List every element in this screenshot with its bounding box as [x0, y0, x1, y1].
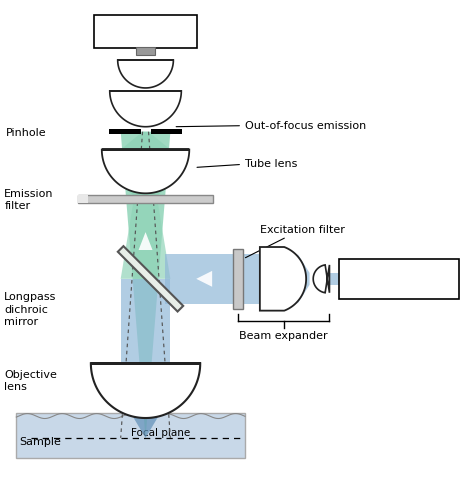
Text: Detector: Detector — [121, 28, 170, 38]
Text: Excitation filter: Excitation filter — [246, 224, 345, 258]
FancyBboxPatch shape — [109, 130, 141, 135]
Polygon shape — [121, 132, 170, 438]
Polygon shape — [298, 255, 310, 304]
Polygon shape — [121, 132, 170, 150]
FancyBboxPatch shape — [94, 17, 197, 49]
Text: Laser source: Laser source — [364, 274, 435, 284]
Text: Longpass
dichroic
mirror: Longpass dichroic mirror — [4, 292, 57, 327]
Polygon shape — [329, 274, 339, 285]
Polygon shape — [196, 272, 212, 287]
Text: Tube lens: Tube lens — [197, 158, 297, 168]
Polygon shape — [121, 279, 170, 396]
Text: Beam expander: Beam expander — [239, 330, 328, 340]
FancyBboxPatch shape — [78, 196, 213, 204]
Polygon shape — [133, 196, 158, 204]
Text: Sample: Sample — [19, 436, 61, 446]
Polygon shape — [244, 255, 262, 304]
FancyBboxPatch shape — [233, 249, 243, 309]
Polygon shape — [118, 246, 183, 312]
FancyBboxPatch shape — [16, 413, 245, 458]
Polygon shape — [121, 185, 170, 196]
Text: Pinhole: Pinhole — [6, 127, 47, 137]
FancyBboxPatch shape — [78, 196, 88, 204]
Polygon shape — [313, 266, 329, 293]
Text: Focal plane: Focal plane — [131, 427, 190, 437]
Polygon shape — [138, 232, 153, 250]
Text: Out-of-focus emission: Out-of-focus emission — [176, 121, 366, 130]
Text: Objective
lens: Objective lens — [4, 369, 57, 391]
Polygon shape — [121, 204, 170, 279]
FancyBboxPatch shape — [339, 260, 459, 299]
Polygon shape — [260, 247, 306, 311]
Polygon shape — [110, 92, 182, 127]
FancyBboxPatch shape — [151, 130, 182, 135]
Polygon shape — [91, 364, 200, 418]
Text: Emission
filter: Emission filter — [4, 189, 54, 211]
Polygon shape — [121, 396, 170, 438]
Polygon shape — [102, 150, 189, 194]
Polygon shape — [165, 255, 238, 304]
Polygon shape — [118, 61, 173, 89]
FancyBboxPatch shape — [136, 48, 155, 56]
